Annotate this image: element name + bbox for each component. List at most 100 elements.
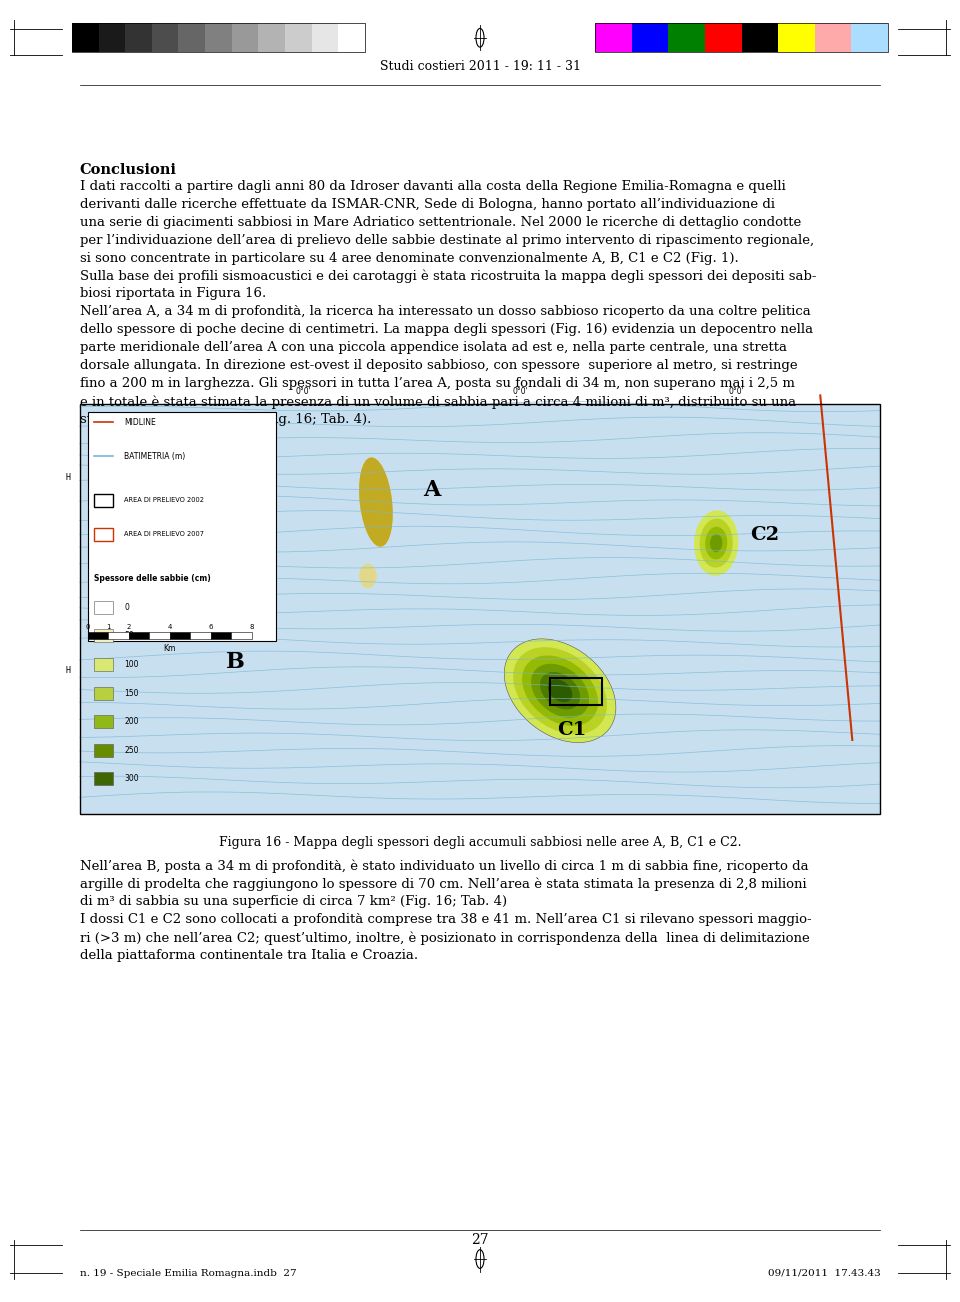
Bar <box>231 631 252 639</box>
Text: MIDLINE: MIDLINE <box>124 418 156 427</box>
Ellipse shape <box>694 510 738 575</box>
Bar <box>550 678 602 706</box>
Ellipse shape <box>359 564 376 589</box>
Text: C1: C1 <box>558 721 587 738</box>
Text: e in totale è stata stimata la presenza di un volume di sabbia pari a circa 4 mi: e in totale è stata stimata la presenza … <box>80 396 796 409</box>
Bar <box>94 629 112 642</box>
Ellipse shape <box>700 518 732 568</box>
Text: 27: 27 <box>471 1233 489 1246</box>
Ellipse shape <box>706 527 728 560</box>
Text: Nell’area A, a 34 m di profondità, la ricerca ha interessato un dosso sabbioso r: Nell’area A, a 34 m di profondità, la ri… <box>80 306 810 319</box>
Bar <box>852 23 888 52</box>
Text: ri (>3 m) che nell’area C2; quest’ultimo, inoltre, è posizionato in corrisponden: ri (>3 m) che nell’area C2; quest’ultimo… <box>80 931 809 945</box>
Text: Sulla base dei profili sismoacustici e dei carotaggi è stata ricostruita la mapp: Sulla base dei profili sismoacustici e d… <box>80 270 816 283</box>
Text: biosi riportata in Figura 16.: biosi riportata in Figura 16. <box>80 288 266 301</box>
Bar <box>94 658 112 671</box>
Bar <box>94 772 112 785</box>
Text: Conclusioni: Conclusioni <box>80 163 177 177</box>
Bar <box>170 631 190 639</box>
Bar <box>179 23 205 52</box>
Text: dello spessore di poche decine di centimetri. La mappa degli spessori (Fig. 16) : dello spessore di poche decine di centim… <box>80 323 813 336</box>
Text: 300: 300 <box>124 775 139 784</box>
Ellipse shape <box>359 457 393 547</box>
Text: 8: 8 <box>250 624 254 630</box>
Bar <box>668 23 705 52</box>
Text: 0: 0 <box>85 624 90 630</box>
Ellipse shape <box>514 647 607 734</box>
Ellipse shape <box>504 639 616 742</box>
Text: per l’individuazione dell’area di prelievo delle sabbie destinate al primo inter: per l’individuazione dell’area di prelie… <box>80 233 814 246</box>
Bar <box>129 631 149 639</box>
Text: 2: 2 <box>127 624 131 630</box>
Text: I dossi C1 e C2 sono collocati a profondità comprese tra 38 e 41 m. Nell’area C1: I dossi C1 e C2 sono collocati a profond… <box>80 913 811 926</box>
Text: Studi costieri 2011 - 19: 11 - 31: Studi costieri 2011 - 19: 11 - 31 <box>379 60 581 73</box>
Text: 200: 200 <box>124 717 138 727</box>
Bar <box>99 23 125 52</box>
Bar <box>80 404 880 814</box>
Text: A: A <box>423 479 441 501</box>
Bar <box>285 23 312 52</box>
Bar <box>72 23 99 52</box>
Text: 0°0': 0°0' <box>729 387 744 396</box>
Text: n. 19 - Speciale Emilia Romagna.indb  27: n. 19 - Speciale Emilia Romagna.indb 27 <box>80 1269 297 1277</box>
Bar <box>231 23 258 52</box>
Bar <box>705 23 741 52</box>
Ellipse shape <box>531 664 589 717</box>
Ellipse shape <box>359 457 393 547</box>
Text: di m³ di sabbia su una superficie di circa 7 km² (Fig. 16; Tab. 4): di m³ di sabbia su una superficie di cir… <box>80 896 507 909</box>
Bar <box>312 23 338 52</box>
Bar <box>815 23 852 52</box>
Text: 1: 1 <box>106 624 110 630</box>
Bar <box>779 23 815 52</box>
Bar <box>258 23 285 52</box>
Text: Figura 16 - Mappa degli spessori degli accumuli sabbiosi nelle aree A, B, C1 e C: Figura 16 - Mappa degli spessori degli a… <box>219 836 741 849</box>
Text: Spessore delle sabbie (cm): Spessore delle sabbie (cm) <box>94 574 211 583</box>
Ellipse shape <box>359 457 393 547</box>
Text: BATIMETRIA (m): BATIMETRIA (m) <box>124 452 185 461</box>
Bar <box>149 631 170 639</box>
Text: AREA DI PRELIEVO 2007: AREA DI PRELIEVO 2007 <box>124 531 204 538</box>
Text: H: H <box>65 665 70 674</box>
Text: 09/11/2011  17.43.43: 09/11/2011 17.43.43 <box>768 1269 880 1277</box>
Bar <box>94 715 112 728</box>
Text: argille di prodelta che raggiungono lo spessore di 70 cm. Nell’area è stata stim: argille di prodelta che raggiungono lo s… <box>80 878 806 891</box>
Ellipse shape <box>540 672 580 710</box>
Text: una serie di giacimenti sabbiosi in Mare Adriatico settentrionale. Nel 2000 le r: una serie di giacimenti sabbiosi in Mare… <box>80 216 801 229</box>
Text: 0: 0 <box>124 603 129 612</box>
Text: 150: 150 <box>124 689 138 698</box>
Bar <box>87 411 276 642</box>
Text: derivanti dalle ricerche effettuate da ISMAR-CNR, Sede di Bologna, hanno portato: derivanti dalle ricerche effettuate da I… <box>80 198 775 211</box>
Text: parte meridionale dell’area A con una piccola appendice isolata ad est e, nella : parte meridionale dell’area A con una pi… <box>80 341 786 354</box>
Bar <box>190 631 211 639</box>
Text: Km: Km <box>163 644 176 654</box>
Text: Nell’area B, posta a 34 m di profondità, è stato individuato un livello di circa: Nell’area B, posta a 34 m di profondità,… <box>80 859 808 872</box>
Bar <box>152 23 179 52</box>
Bar <box>595 23 888 52</box>
Text: H: H <box>65 473 70 482</box>
Bar <box>94 686 112 699</box>
Text: si sono concentrate in particolare su 4 aree denominate convenzionalmente A, B, : si sono concentrate in particolare su 4 … <box>80 251 738 264</box>
Text: della piattaforma continentale tra Italia e Croazia.: della piattaforma continentale tra Itali… <box>80 949 418 962</box>
Bar <box>94 743 112 756</box>
Bar <box>741 23 779 52</box>
Text: superficie di circa 5,5 km² (Fig. 16; Tab. 4).: superficie di circa 5,5 km² (Fig. 16; Ta… <box>80 413 372 426</box>
Bar <box>80 404 880 814</box>
Text: 0°0': 0°0' <box>296 387 312 396</box>
Bar <box>72 23 365 52</box>
Ellipse shape <box>548 680 572 702</box>
Bar <box>205 23 231 52</box>
Text: 50: 50 <box>124 631 133 641</box>
Bar <box>94 600 112 613</box>
Text: 100: 100 <box>124 660 138 669</box>
Bar <box>87 631 108 639</box>
Bar <box>632 23 668 52</box>
Text: AREA DI PRELIEVO 2002: AREA DI PRELIEVO 2002 <box>124 497 204 504</box>
Text: 6: 6 <box>208 624 213 630</box>
Ellipse shape <box>710 534 722 552</box>
Bar <box>125 23 152 52</box>
Text: fino a 200 m in larghezza. Gli spessori in tutta l’area A, posta su fondali di 3: fino a 200 m in larghezza. Gli spessori … <box>80 378 795 391</box>
Ellipse shape <box>522 655 598 727</box>
Bar <box>108 631 129 639</box>
Bar <box>211 631 231 639</box>
Text: 0°0': 0°0' <box>512 387 528 396</box>
